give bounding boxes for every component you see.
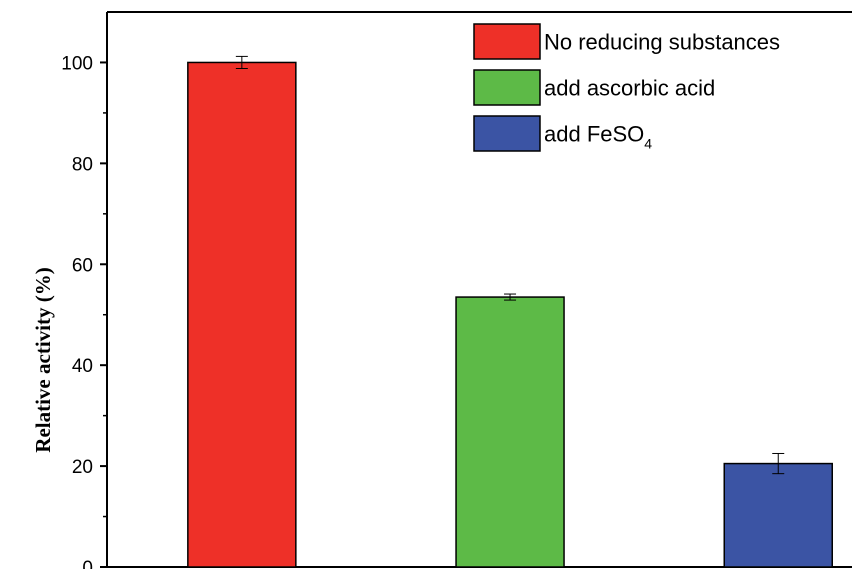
bars [187,61,833,568]
y-tick-label: 80 [72,154,93,175]
legend-swatch [473,69,541,106]
legend-label-main: No reducing substances [544,30,780,55]
legend-label: add FeSO4 [544,122,652,152]
y-tick-label: 40 [72,356,93,377]
legend-label-main: add ascorbic acid [544,76,715,101]
y-axis-label: Relative activity (%) [31,267,55,452]
legend-swatch [473,23,541,60]
legend-label: No reducing substances [544,30,780,55]
bar [187,61,297,568]
legend-swatch [473,115,541,152]
y-tick-label: 100 [61,53,93,74]
y-axis: 0 20 40 60 80 100 [61,53,107,569]
y-tick-label: 0 [82,558,93,569]
y-tick-label: 20 [72,457,93,478]
error-bars [235,55,785,475]
legend: No reducing substances add ascorbic acid a… [473,23,780,152]
legend-label-main: add FeSO [544,122,644,147]
legend-label-subscript: 4 [644,136,652,152]
bar [723,462,833,568]
y-tick-label: 60 [72,255,93,276]
bar [455,296,565,568]
legend-label: add ascorbic acid [544,76,715,101]
